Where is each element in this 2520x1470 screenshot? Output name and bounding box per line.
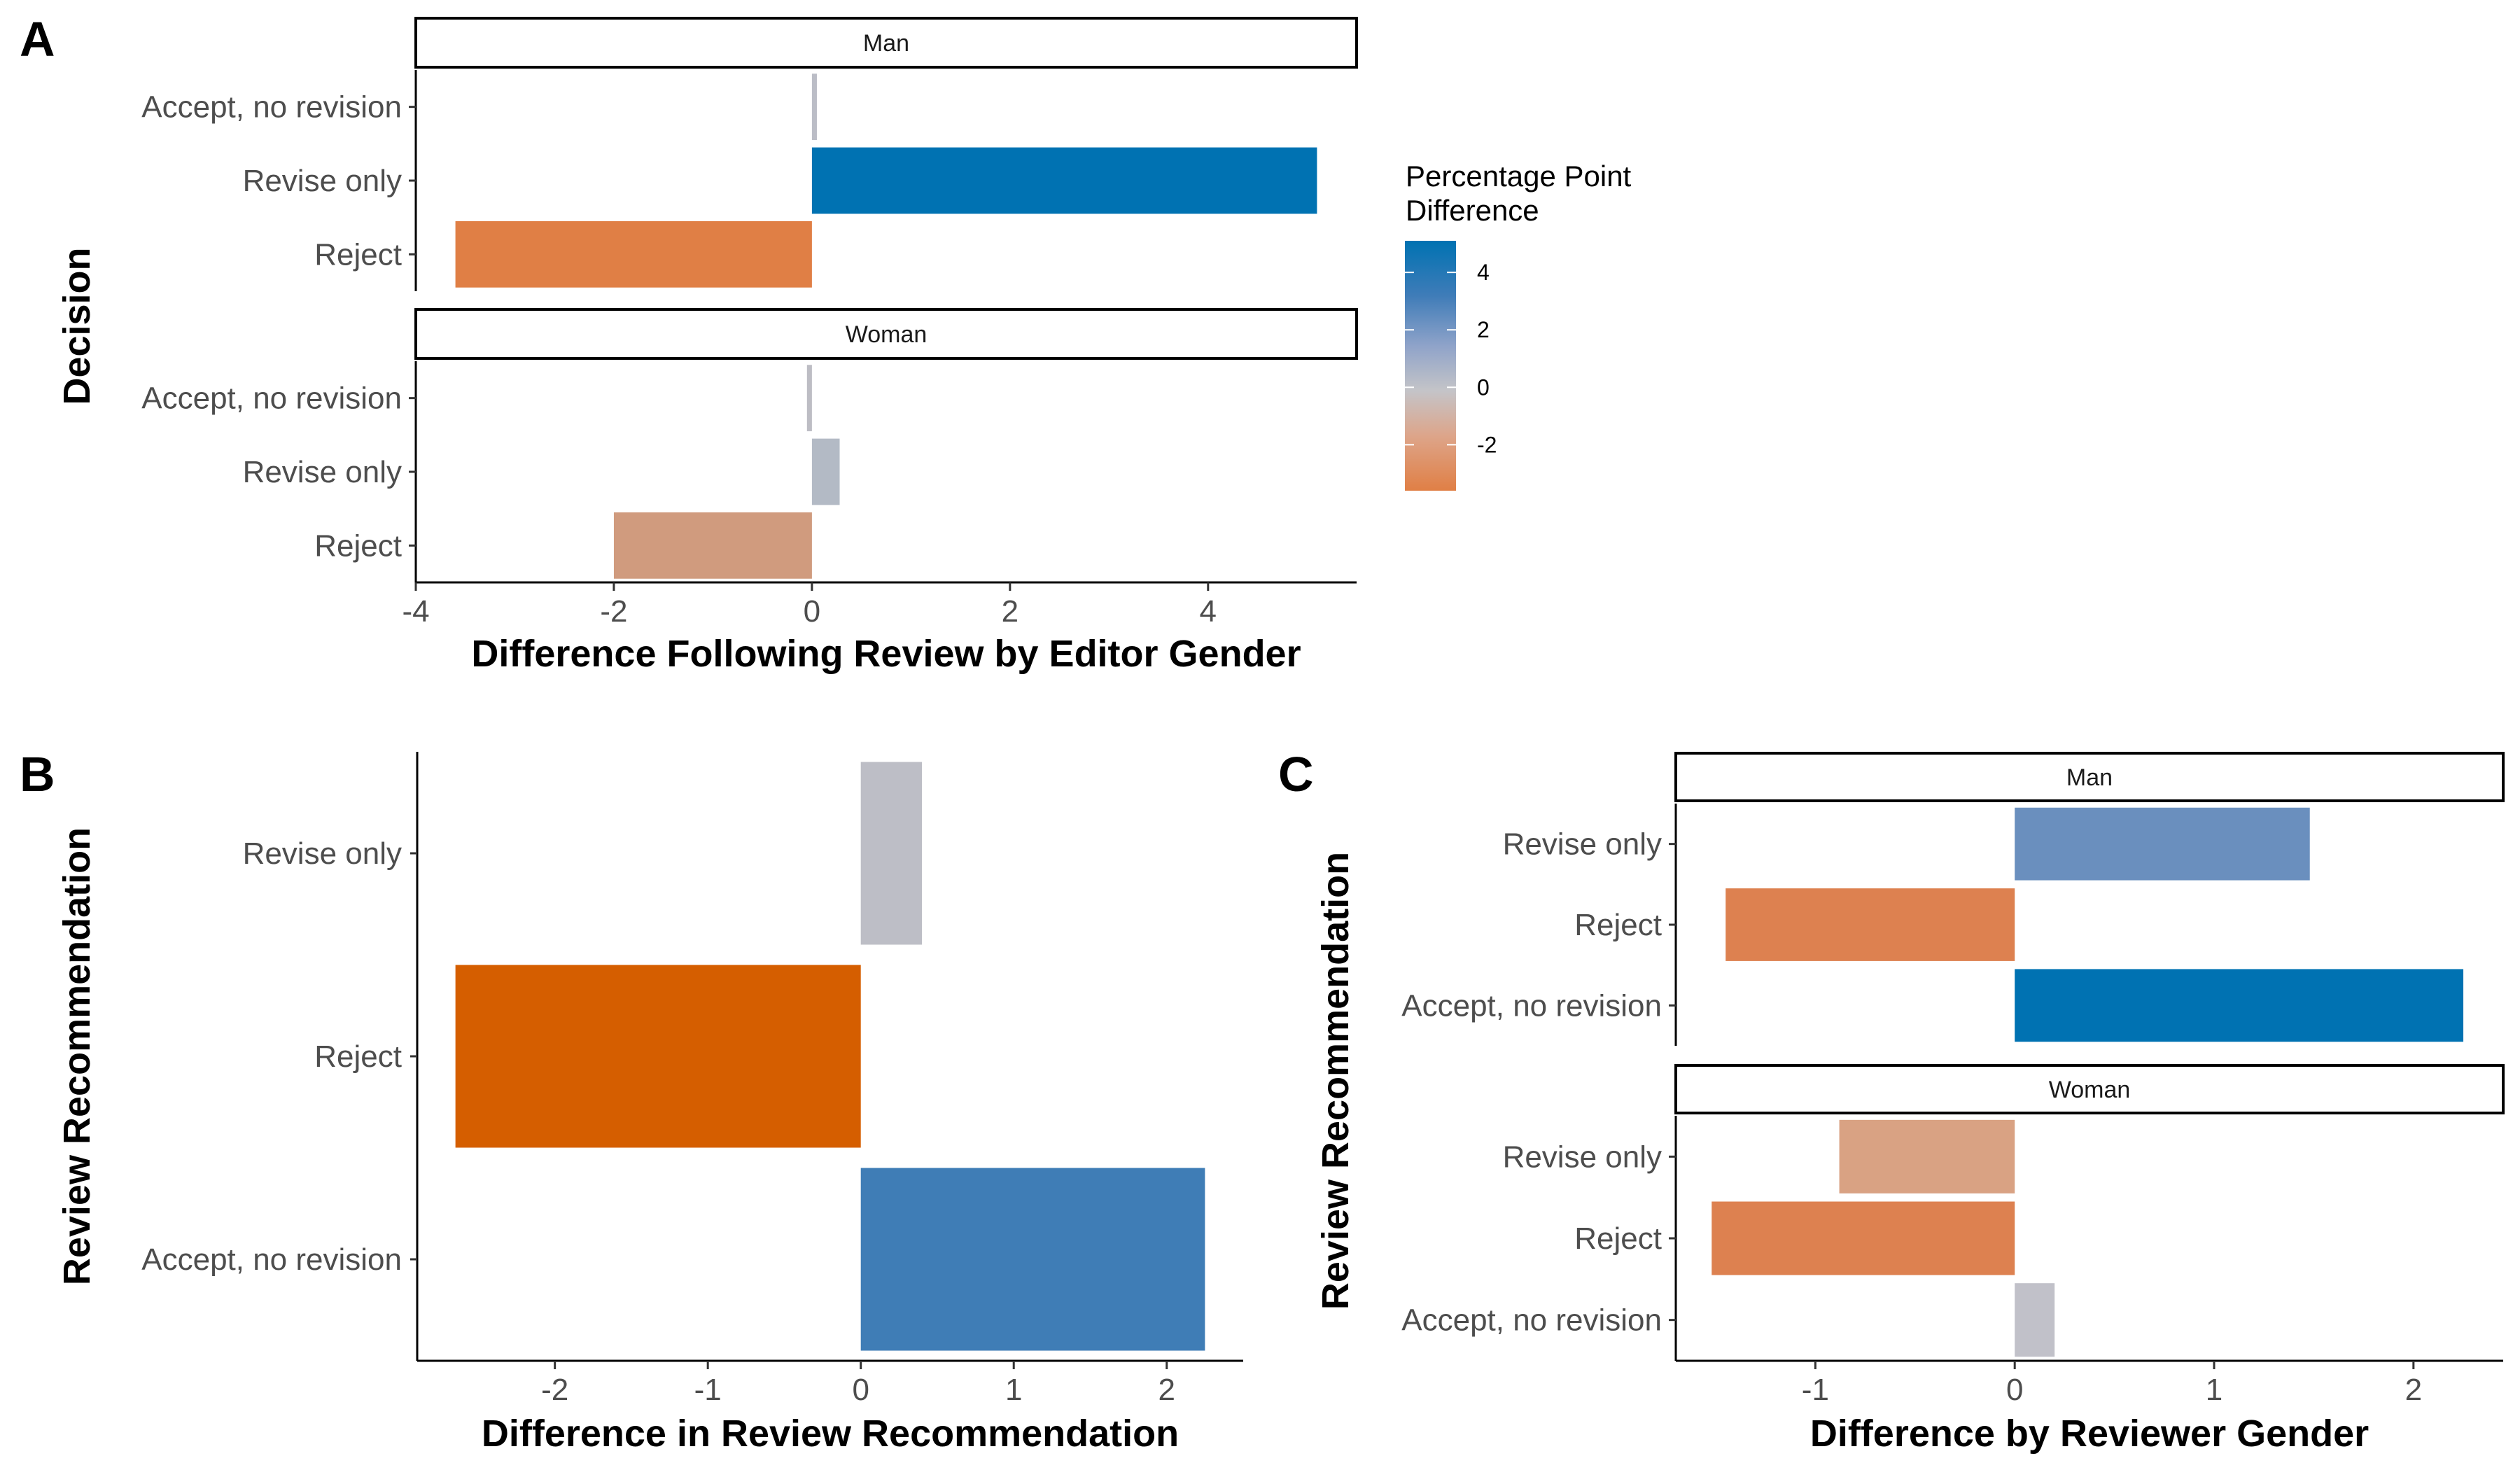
facet-label-woman: Woman <box>846 321 927 348</box>
facet-strip-man <box>414 17 1358 69</box>
category-label-woman-accept-no-revision: Accept, no revision <box>1401 1303 1662 1338</box>
x-tick-label-2: -2 <box>600 594 627 629</box>
x-tick-label-1: 1 <box>2206 1373 2222 1407</box>
category-label-woman-reject: Reject <box>314 528 402 563</box>
legend-tick-label-0: 0 <box>1477 374 1490 400</box>
category-label-man-revise-only: Revise only <box>243 164 402 198</box>
bar-woman-accept-no-revision <box>2015 1283 2055 1357</box>
x-tick-label-1: -1 <box>1802 1373 1829 1407</box>
bar-man-revise-only <box>811 147 1317 214</box>
x-tick-label-4: 4 <box>1200 594 1217 629</box>
x-axis-title-b: Difference in Review Recommendation <box>482 1413 1179 1455</box>
bar-man-accept-no-revision <box>2015 969 2464 1042</box>
category-label-woman-accept-no-revision: Accept, no revision <box>141 382 402 416</box>
category-label-b-revise-only: Revise only <box>243 836 402 871</box>
facet-strip-man <box>1674 752 2505 802</box>
legend-tick-label-2: -2 <box>1477 432 1497 457</box>
x-tick-label-b-1: -1 <box>694 1373 722 1407</box>
category-label-woman-revise-only: Revise only <box>243 455 402 489</box>
category-label-man-reject: Reject <box>1574 908 1662 942</box>
x-tick-label-b-0: 0 <box>852 1373 869 1407</box>
bar-man-reject <box>1726 888 2015 961</box>
facet-strip-woman <box>1674 1064 2505 1114</box>
legend-title-line2: Difference <box>1406 194 1539 227</box>
panel-b: B Revise only Reject Accept, no revision -2 -… <box>20 747 1243 1455</box>
bar-woman-revise-only <box>811 438 840 505</box>
bar-b-reject <box>455 965 861 1148</box>
category-label-man-accept-no-revision: Accept, no revision <box>141 90 402 125</box>
facet-label-man: Man <box>2066 764 2113 791</box>
panel-letter-c: C <box>1278 747 1314 802</box>
legend-colorbar <box>1405 241 1456 491</box>
bar-woman-reject <box>1712 1201 2015 1275</box>
category-label-b-accept-no-revision: Accept, no revision <box>141 1242 402 1277</box>
panel-a: A Man Accept, no revision Revise only Reject… <box>20 12 1358 675</box>
panel-letter-a: A <box>20 12 55 66</box>
bar-woman-revise-only <box>1839 1119 2015 1194</box>
bar-man-accept-no-revision <box>811 74 817 141</box>
y-axis-title-a: Decision <box>56 247 98 405</box>
y-axis-title-b: Review Recommendation <box>56 827 98 1285</box>
x-tick-label-2: 2 <box>1002 594 1018 629</box>
category-label-man-reject: Reject <box>314 237 402 272</box>
facet-strip-woman <box>414 308 1358 360</box>
x-tick-label-0: 0 <box>804 594 820 629</box>
bar-man-revise-only <box>2015 807 2310 881</box>
bar-b-revise-only <box>860 762 923 945</box>
x-tick-label-b-2: 2 <box>1158 1373 1175 1407</box>
category-label-b-reject: Reject <box>314 1040 402 1074</box>
x-axis-title-c: Difference by Reviewer Gender <box>1810 1413 2369 1455</box>
x-tick-label-4: -4 <box>402 594 429 629</box>
panel-letter-b: B <box>20 747 55 802</box>
facet-label-woman: Woman <box>2049 1077 2131 1103</box>
x-axis-title-a: Difference Following Review by Editor Ge… <box>471 633 1301 675</box>
category-label-woman-revise-only: Revise only <box>1503 1140 1662 1174</box>
x-tick-label-b-2: -2 <box>541 1373 568 1407</box>
bar-man-reject <box>455 220 812 288</box>
bar-woman-reject <box>613 512 812 579</box>
category-label-man-accept-no-revision: Accept, no revision <box>1401 988 1662 1023</box>
legend-tick-label-2: 2 <box>1477 317 1490 342</box>
legend-tick-label-4: 4 <box>1477 260 1490 285</box>
category-label-woman-reject: Reject <box>1574 1222 1662 1256</box>
color-legend: Percentage Point Difference 4 2 0 -2 <box>1405 160 1632 491</box>
panel-c: C Man Revise only Reject Accept, no revision… <box>1278 747 2505 1455</box>
bar-b-accept-no-revision <box>860 1168 1205 1351</box>
y-axis-title-c: Review Recommendation <box>1315 852 1357 1310</box>
facet-label-man: Man <box>863 30 909 57</box>
x-tick-label-b-1: 1 <box>1005 1373 1022 1407</box>
category-label-man-revise-only: Revise only <box>1503 827 1662 862</box>
bar-woman-accept-no-revision <box>806 365 812 432</box>
legend-title-line1: Percentage Point <box>1406 160 1632 192</box>
x-tick-label-2: 2 <box>2405 1373 2422 1407</box>
x-tick-label-0: 0 <box>2006 1373 2023 1407</box>
